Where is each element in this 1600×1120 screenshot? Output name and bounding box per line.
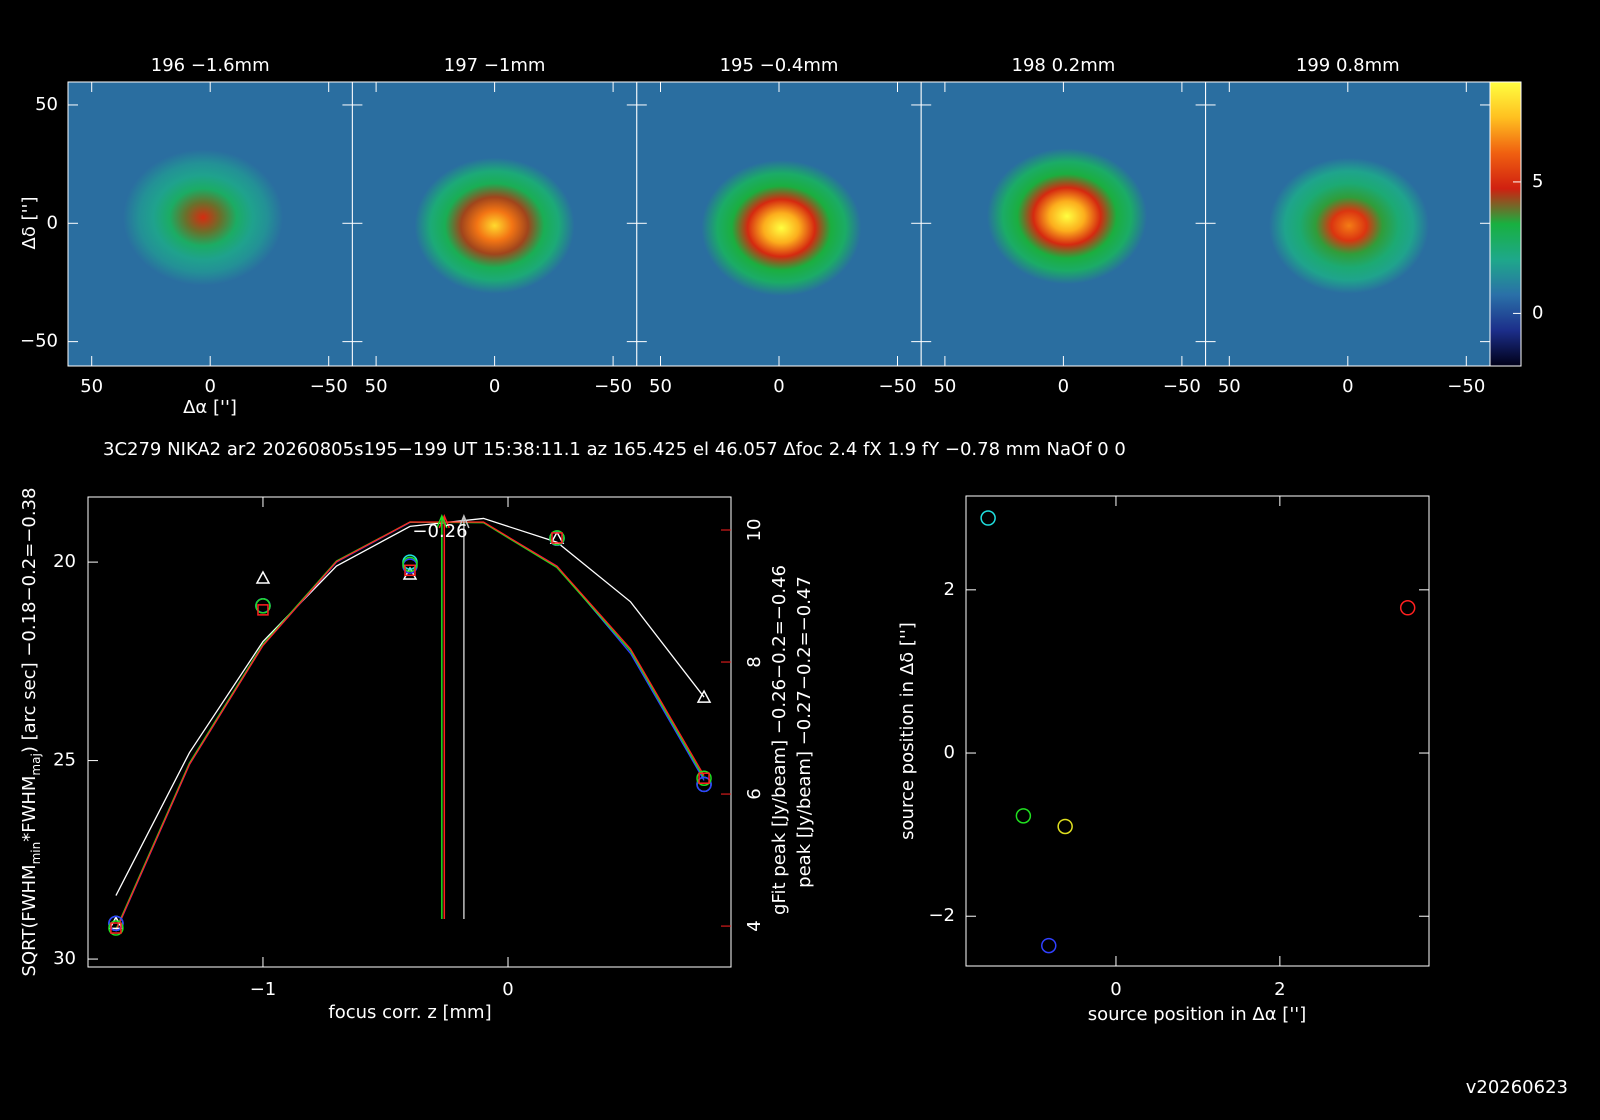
colorbar-tick-label: 5 bbox=[1532, 171, 1543, 192]
marker-square bbox=[257, 604, 269, 616]
x-tick-label: 50 bbox=[1218, 376, 1241, 397]
y-axis-label: SQRT(FWHMmin*FWHMmaj) [arc sec] −0.18−0.… bbox=[19, 488, 43, 977]
x-tick-label: 0 bbox=[773, 376, 784, 397]
focus-arrow bbox=[438, 514, 450, 529]
marker-circle bbox=[108, 915, 124, 932]
plot-frame bbox=[87, 496, 732, 968]
y-axis-label-part: SQRT(FWHM bbox=[19, 864, 40, 976]
fit-curve bbox=[115, 517, 705, 896]
x-tick-label: −50 bbox=[310, 376, 348, 397]
y-axis-label-part: maj bbox=[29, 753, 43, 775]
source-blob bbox=[986, 148, 1147, 285]
y3-axis-label: peak [Jy/beam] −0.27−0.2=−0.47 bbox=[794, 576, 815, 888]
fit-curve bbox=[115, 521, 705, 931]
x-tick-label: 50 bbox=[365, 376, 388, 397]
scatter-point bbox=[1057, 818, 1073, 835]
panel-title: 199 0.8mm bbox=[1296, 55, 1400, 76]
x-tick-label: −50 bbox=[879, 376, 917, 397]
panel-title: 197 −1mm bbox=[444, 55, 546, 76]
y-axis-label: Δδ [''] bbox=[19, 197, 40, 250]
marker-square bbox=[698, 772, 710, 784]
y-axis-label: source position in Δδ [''] bbox=[897, 622, 918, 840]
x-tick-label: −1 bbox=[250, 979, 277, 1000]
fit-curve bbox=[115, 521, 705, 930]
x-tick-label: 0 bbox=[502, 979, 513, 1000]
y-tick-label: 30 bbox=[53, 948, 76, 969]
y-tick-label: 0 bbox=[944, 742, 955, 763]
scatter-point bbox=[1015, 808, 1032, 824]
y-tick-label: 50 bbox=[35, 94, 58, 115]
scatter-point bbox=[1041, 937, 1057, 954]
x-tick-label: 50 bbox=[649, 376, 672, 397]
marker-circle bbox=[402, 556, 418, 573]
x-tick-label: −50 bbox=[1163, 376, 1201, 397]
x-tick-label: 2 bbox=[1274, 979, 1285, 1000]
marker-circle bbox=[108, 920, 124, 936]
y2-axis-label: gFit peak [Jy/beam] −0.26−0.2=−0.46 bbox=[769, 565, 790, 915]
fit-curve bbox=[115, 521, 705, 932]
scatter-point bbox=[1399, 600, 1416, 616]
x-axis-label: focus corr. z [mm] bbox=[328, 1002, 491, 1023]
x-tick-label: 0 bbox=[1110, 979, 1121, 1000]
x-tick-label: 0 bbox=[204, 376, 215, 397]
colorbar-tick-label: 0 bbox=[1532, 302, 1543, 323]
x-axis-label: Δα [''] bbox=[183, 397, 237, 418]
x-tick-label: 0 bbox=[1342, 376, 1353, 397]
y-axis-label-part: *FWHM bbox=[19, 776, 40, 842]
source-blob bbox=[701, 160, 862, 297]
plot-frame bbox=[965, 495, 1430, 967]
y-axis-label-part: ) [arc sec] −0.18−0.2=−0.38 bbox=[19, 488, 40, 754]
scatter-point bbox=[980, 510, 996, 526]
x-tick-label: 50 bbox=[80, 376, 103, 397]
y2-tick-label: 10 bbox=[744, 519, 765, 542]
marker-triangle bbox=[696, 689, 712, 703]
focus-arrow bbox=[436, 514, 448, 529]
marker-triangle bbox=[255, 570, 271, 584]
annotation: −0.26 bbox=[412, 521, 467, 542]
version: v20260623 bbox=[1466, 1077, 1568, 1098]
marker-square bbox=[404, 564, 416, 577]
y-tick-label: −2 bbox=[928, 905, 955, 926]
y2-tick-label: 4 bbox=[744, 920, 765, 931]
marker-circle bbox=[696, 776, 712, 793]
x-tick-label: −50 bbox=[1447, 376, 1485, 397]
y-tick-label: 0 bbox=[47, 212, 58, 233]
source-blob bbox=[1268, 157, 1429, 294]
panel-title: 198 0.2mm bbox=[1012, 55, 1116, 76]
y2-tick-label: 8 bbox=[744, 656, 765, 667]
marker-square bbox=[551, 532, 563, 544]
x-tick-label: 0 bbox=[1058, 376, 1069, 397]
source-blob bbox=[123, 149, 284, 286]
marker-circle bbox=[549, 530, 565, 546]
x-axis-label: source position in Δα [''] bbox=[1088, 1004, 1307, 1025]
y-tick-label: 25 bbox=[53, 750, 76, 771]
x-tick-label: 50 bbox=[933, 376, 956, 397]
source-blob bbox=[414, 157, 575, 294]
colorbar-frame bbox=[1489, 81, 1522, 367]
y2-tick-label: 6 bbox=[744, 788, 765, 799]
focus-arrow bbox=[458, 514, 470, 529]
x-tick-label: 0 bbox=[489, 376, 500, 397]
y-tick-label: 2 bbox=[944, 579, 955, 600]
panel-title: 196 −1.6mm bbox=[151, 55, 270, 76]
x-tick-label: −50 bbox=[594, 376, 632, 397]
marker-square bbox=[110, 922, 122, 934]
y-tick-label: 20 bbox=[53, 551, 76, 572]
marker-circle bbox=[255, 598, 271, 614]
marker-triangle bbox=[402, 566, 418, 580]
header: 3C279 NIKA2 ar2 20260805s195−199 UT 15:3… bbox=[103, 439, 1126, 460]
y-tick-label: −50 bbox=[20, 331, 58, 352]
marker-circle bbox=[696, 770, 712, 786]
y-axis-label-part: min bbox=[29, 842, 43, 865]
panel-title: 195 −0.4mm bbox=[720, 55, 839, 76]
colorbar bbox=[1490, 82, 1521, 366]
